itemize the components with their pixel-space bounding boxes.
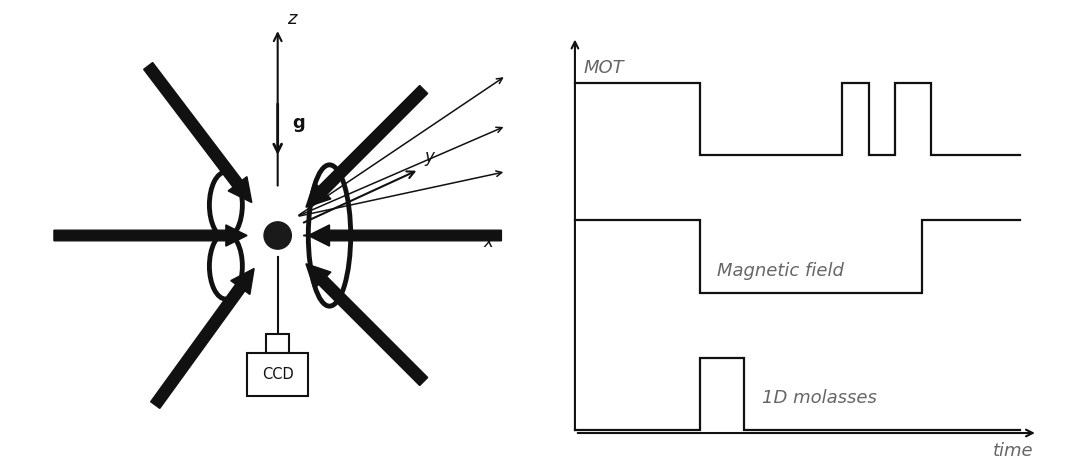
FancyArrow shape	[305, 86, 427, 207]
Text: MOT: MOT	[584, 59, 625, 77]
Text: Magnetic field: Magnetic field	[718, 262, 844, 280]
Text: $x$: $x$	[483, 233, 494, 251]
Text: $y$: $y$	[424, 151, 436, 169]
FancyBboxPatch shape	[247, 353, 309, 396]
FancyBboxPatch shape	[266, 334, 289, 353]
Circle shape	[264, 222, 292, 249]
FancyArrow shape	[305, 264, 427, 385]
Text: $\mathbf{g}$: $\mathbf{g}$	[292, 116, 305, 134]
Text: 1D molasses: 1D molasses	[761, 389, 877, 407]
Text: CCD: CCD	[262, 367, 294, 382]
FancyArrow shape	[151, 268, 254, 408]
Text: $z$: $z$	[287, 9, 299, 27]
Text: time: time	[992, 442, 1034, 460]
FancyArrow shape	[54, 225, 247, 246]
FancyArrow shape	[309, 225, 501, 246]
FancyArrow shape	[144, 63, 252, 203]
